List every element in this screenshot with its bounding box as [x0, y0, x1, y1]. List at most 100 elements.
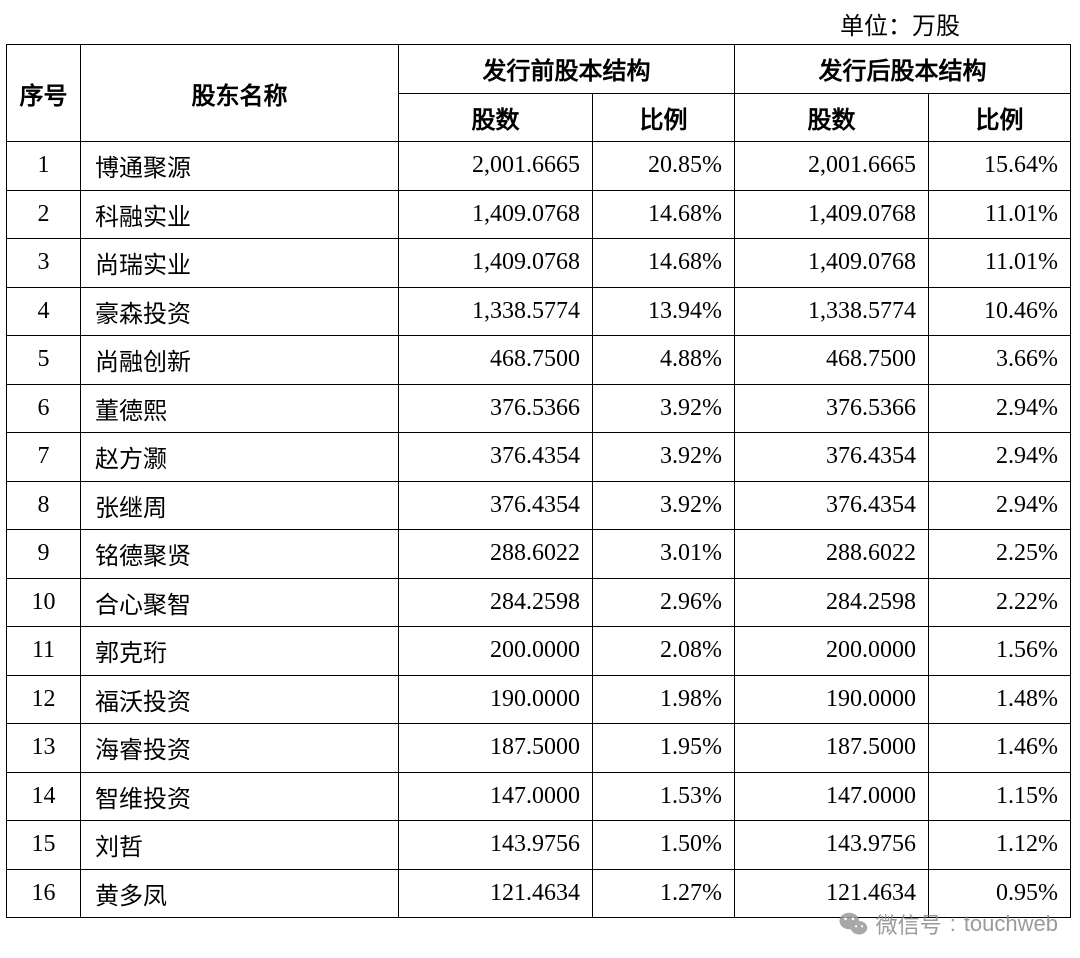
- table-row: 8张继周376.43543.92%376.43542.94%: [7, 481, 1071, 530]
- table-row: 2科融实业1,409.076814.68%1,409.076811.01%: [7, 190, 1071, 239]
- col-header-name: 股东名称: [81, 45, 399, 142]
- cell-post-shares: 200.0000: [735, 627, 929, 676]
- cell-pre-ratio: 13.94%: [593, 287, 735, 336]
- col-header-pre-ratio: 比例: [593, 93, 735, 142]
- cell-index: 6: [7, 384, 81, 433]
- cell-pre-shares: 200.0000: [399, 627, 593, 676]
- cell-post-ratio: 11.01%: [929, 190, 1071, 239]
- cell-pre-ratio: 3.01%: [593, 530, 735, 579]
- cell-pre-shares: 147.0000: [399, 772, 593, 821]
- cell-pre-shares: 1,409.0768: [399, 190, 593, 239]
- cell-index: 14: [7, 772, 81, 821]
- cell-shareholder-name: 豪森投资: [81, 287, 399, 336]
- cell-pre-shares: 1,338.5774: [399, 287, 593, 336]
- watermark-label: 微信号: [876, 908, 942, 940]
- cell-pre-ratio: 14.68%: [593, 190, 735, 239]
- cell-post-shares: 284.2598: [735, 578, 929, 627]
- cell-pre-ratio: 3.92%: [593, 384, 735, 433]
- cell-index: 11: [7, 627, 81, 676]
- cell-shareholder-name: 福沃投资: [81, 675, 399, 724]
- table-row: 10合心聚智284.25982.96%284.25982.22%: [7, 578, 1071, 627]
- cell-index: 8: [7, 481, 81, 530]
- cell-index: 15: [7, 821, 81, 870]
- cell-pre-ratio: 3.92%: [593, 433, 735, 482]
- cell-index: 1: [7, 142, 81, 191]
- cell-shareholder-name: 铭德聚贤: [81, 530, 399, 579]
- cell-post-shares: 190.0000: [735, 675, 929, 724]
- cell-pre-shares: 468.7500: [399, 336, 593, 385]
- cell-pre-shares: 376.5366: [399, 384, 593, 433]
- cell-post-shares: 143.9756: [735, 821, 929, 870]
- cell-post-ratio: 2.94%: [929, 433, 1071, 482]
- cell-post-ratio: 1.46%: [929, 724, 1071, 773]
- cell-post-ratio: 1.12%: [929, 821, 1071, 870]
- cell-shareholder-name: 海睿投资: [81, 724, 399, 773]
- cell-index: 3: [7, 239, 81, 288]
- col-header-index: 序号: [7, 45, 81, 142]
- cell-shareholder-name: 赵方灏: [81, 433, 399, 482]
- table-row: 5尚融创新468.75004.88%468.75003.66%: [7, 336, 1071, 385]
- cell-pre-shares: 121.4634: [399, 869, 593, 918]
- table-row: 4豪森投资1,338.577413.94%1,338.577410.46%: [7, 287, 1071, 336]
- cell-shareholder-name: 郭克珩: [81, 627, 399, 676]
- cell-pre-ratio: 1.50%: [593, 821, 735, 870]
- cell-post-shares: 288.6022: [735, 530, 929, 579]
- unit-label: 单位：万股: [840, 6, 960, 41]
- cell-shareholder-name: 尚瑞实业: [81, 239, 399, 288]
- table-row: 3尚瑞实业1,409.076814.68%1,409.076811.01%: [7, 239, 1071, 288]
- cell-pre-ratio: 3.92%: [593, 481, 735, 530]
- cell-post-shares: 2,001.6665: [735, 142, 929, 191]
- cell-post-ratio: 2.94%: [929, 384, 1071, 433]
- col-header-post-shares: 股数: [735, 93, 929, 142]
- cell-pre-ratio: 14.68%: [593, 239, 735, 288]
- cell-pre-ratio: 2.96%: [593, 578, 735, 627]
- cell-shareholder-name: 科融实业: [81, 190, 399, 239]
- cell-index: 7: [7, 433, 81, 482]
- cell-post-shares: 376.5366: [735, 384, 929, 433]
- cell-pre-shares: 190.0000: [399, 675, 593, 724]
- cell-shareholder-name: 智维投资: [81, 772, 399, 821]
- cell-pre-ratio: 1.27%: [593, 869, 735, 918]
- cell-index: 16: [7, 869, 81, 918]
- cell-pre-shares: 376.4354: [399, 433, 593, 482]
- cell-shareholder-name: 刘哲: [81, 821, 399, 870]
- cell-shareholder-name: 张继周: [81, 481, 399, 530]
- cell-post-ratio: 10.46%: [929, 287, 1071, 336]
- cell-post-ratio: 1.15%: [929, 772, 1071, 821]
- cell-post-ratio: 1.56%: [929, 627, 1071, 676]
- cell-index: 2: [7, 190, 81, 239]
- cell-post-ratio: 15.64%: [929, 142, 1071, 191]
- cell-post-ratio: 2.94%: [929, 481, 1071, 530]
- cell-post-ratio: 2.22%: [929, 578, 1071, 627]
- cell-post-shares: 1,409.0768: [735, 239, 929, 288]
- table-row: 1博通聚源2,001.666520.85%2,001.666515.64%: [7, 142, 1071, 191]
- col-header-post-group: 发行后股本结构: [735, 45, 1071, 94]
- cell-pre-shares: 2,001.6665: [399, 142, 593, 191]
- table-row: 14智维投资147.00001.53%147.00001.15%: [7, 772, 1071, 821]
- cell-shareholder-name: 董德熙: [81, 384, 399, 433]
- cell-post-shares: 147.0000: [735, 772, 929, 821]
- watermark-separator: :: [950, 911, 956, 937]
- cell-pre-ratio: 20.85%: [593, 142, 735, 191]
- cell-post-ratio: 3.66%: [929, 336, 1071, 385]
- col-header-pre-shares: 股数: [399, 93, 593, 142]
- cell-index: 10: [7, 578, 81, 627]
- col-header-post-ratio: 比例: [929, 93, 1071, 142]
- cell-pre-ratio: 1.95%: [593, 724, 735, 773]
- table-row: 11郭克珩200.00002.08%200.00001.56%: [7, 627, 1071, 676]
- cell-post-ratio: 11.01%: [929, 239, 1071, 288]
- cell-pre-ratio: 2.08%: [593, 627, 735, 676]
- wechat-watermark: 微信号 : touchweb: [838, 908, 1058, 940]
- table-row: 15刘哲143.97561.50%143.97561.12%: [7, 821, 1071, 870]
- table-row: 12福沃投资190.00001.98%190.00001.48%: [7, 675, 1071, 724]
- cell-post-shares: 1,409.0768: [735, 190, 929, 239]
- cell-pre-ratio: 4.88%: [593, 336, 735, 385]
- cell-index: 4: [7, 287, 81, 336]
- cell-index: 5: [7, 336, 81, 385]
- cell-shareholder-name: 合心聚智: [81, 578, 399, 627]
- cell-index: 13: [7, 724, 81, 773]
- cell-pre-shares: 143.9756: [399, 821, 593, 870]
- cell-pre-shares: 187.5000: [399, 724, 593, 773]
- shareholders-table: 序号 股东名称 发行前股本结构 发行后股本结构 股数 比例 股数 比例 1博通聚…: [6, 44, 1071, 918]
- table-row: 9铭德聚贤288.60223.01%288.60222.25%: [7, 530, 1071, 579]
